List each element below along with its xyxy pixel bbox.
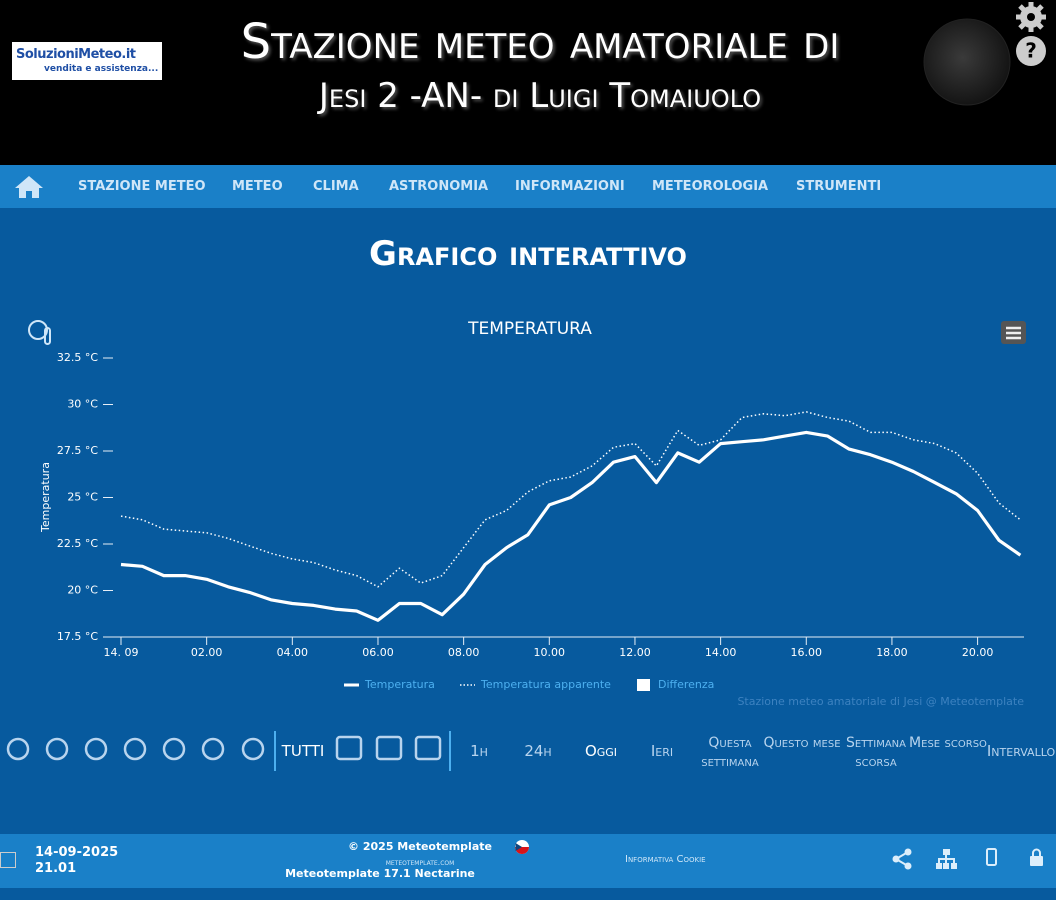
nav-item[interactable]: STRUMENTI <box>796 179 882 194</box>
footer-icons <box>892 848 1043 870</box>
range-button[interactable]: Ieri <box>650 742 674 760</box>
legend-item[interactable]: Temperatura <box>344 678 435 691</box>
mobile-icon[interactable] <box>986 848 997 866</box>
legend-label: Differenza <box>658 678 714 691</box>
footer-strip <box>0 888 1056 900</box>
period-icon[interactable] <box>414 735 442 761</box>
x-tick-label: 18.00 <box>876 646 908 659</box>
period-icon[interactable] <box>335 735 363 761</box>
x-tick-label: 16.00 <box>791 646 823 659</box>
series-line <box>120 411 1021 588</box>
help-icon[interactable]: ? <box>1016 36 1046 66</box>
logo-subtitle: vendita e assistenza... <box>44 64 159 74</box>
x-tick-label: 06.00 <box>362 646 394 659</box>
nav-bar: STAZIONE METEO METEO CLIMA ASTRONOMIA INFORM… <box>0 165 1056 208</box>
x-tick-label: 20.00 <box>962 646 994 659</box>
x-tick-label: 08.00 <box>448 646 480 659</box>
sitemap-icon[interactable] <box>936 849 957 869</box>
svg-text:?: ? <box>1025 39 1037 63</box>
variable-icon[interactable] <box>201 737 225 761</box>
range-button[interactable]: Questa settimana <box>701 735 759 770</box>
footer: 14-09-2025 21.01 © 2025 Meteotemplate me… <box>0 834 1056 888</box>
y-axis-title: Temperatura <box>39 462 52 533</box>
y-tick-label: 25 °C <box>67 491 98 504</box>
flag-icon <box>515 840 529 854</box>
variable-icon[interactable] <box>84 737 108 761</box>
x-tick-label: 14.00 <box>705 646 737 659</box>
legend-label: Temperatura apparente <box>480 678 611 691</box>
footer-date: 14-09-2025 <box>35 845 119 860</box>
legend-swatch <box>637 679 650 691</box>
page-title: Grafico interattivo <box>369 234 687 274</box>
x-tick-label: 14. 09 <box>104 646 139 659</box>
toolbar: TUTTI 1h 24h Oggi Ieri Questa settimana Questo… <box>0 725 1056 785</box>
variable-icon[interactable] <box>241 737 265 761</box>
nav-item[interactable]: ASTRONOMIA <box>389 179 489 194</box>
variable-icon[interactable] <box>123 737 147 761</box>
nav-item[interactable]: CLIMA <box>313 179 359 194</box>
x-tick-label: 10.00 <box>534 646 566 659</box>
x-tick-label: 12.00 <box>619 646 651 659</box>
chart-menu[interactable] <box>1001 321 1026 344</box>
toolbar-icons <box>6 731 451 771</box>
footer-time: 21.01 <box>35 861 77 876</box>
y-tick-label: 32.5 °C <box>57 351 98 364</box>
nav-item[interactable]: METEO <box>232 179 283 194</box>
x-tick-label: 02.00 <box>191 646 223 659</box>
footer-version: Meteotemplate 17.1 Nectarine <box>285 867 475 880</box>
legend-item[interactable]: Differenza <box>637 678 714 691</box>
range-button[interactable]: Oggi <box>584 742 618 760</box>
legend-item[interactable]: Temperatura apparente <box>460 678 611 691</box>
y-tick-label: 22.5 °C <box>57 537 98 550</box>
range-button[interactable]: Intervallo <box>986 742 1056 760</box>
chart: TEMPERATURA Temperatura Stazione meteo a… <box>28 319 1026 708</box>
header-icons: ? <box>923 2 1046 106</box>
variable-icon[interactable] <box>45 737 69 761</box>
legend-label: Temperatura <box>364 678 435 691</box>
chart-credit: Stazione meteo amatoriale di Jesi @ Mete… <box>737 695 1024 708</box>
series-line <box>120 430 1022 622</box>
chart-icon[interactable] <box>28 320 51 345</box>
nav-item[interactable]: METEOROLOGIA <box>652 179 769 194</box>
range-button[interactable]: Questo mese <box>763 735 841 751</box>
header: SoluzioniMeteo.it vendita e assistenza..… <box>0 0 1056 165</box>
y-tick-label: 17.5 °C <box>57 630 98 643</box>
logo[interactable]: SoluzioniMeteo.it vendita e assistenza..… <box>12 42 162 80</box>
y-tick-label: 27.5 °C <box>57 444 98 457</box>
lock-icon[interactable] <box>1030 848 1043 867</box>
site-subtitle: Jesi 2 -AN- di Luigi Tomaiuolo <box>318 76 762 116</box>
range-button[interactable]: Mese scorso <box>909 735 987 751</box>
moon-phase <box>923 18 1011 106</box>
home-icon[interactable] <box>14 174 44 200</box>
variable-icon[interactable] <box>162 737 186 761</box>
variable-icon[interactable] <box>6 737 30 761</box>
share-icon[interactable] <box>892 848 912 870</box>
footer-site[interactable]: meteotemplate.com <box>385 858 455 867</box>
range-button[interactable]: 24h <box>524 742 552 760</box>
site-title: Stazione meteo amatoriale di <box>240 14 840 70</box>
period-icon[interactable] <box>375 735 403 761</box>
logo-title: SoluzioniMeteo.it <box>16 47 136 62</box>
flag-image <box>0 852 16 868</box>
chart-title: TEMPERATURA <box>467 319 592 339</box>
range-button[interactable]: 1h <box>470 742 488 760</box>
y-tick-label: 30 °C <box>67 398 98 411</box>
settings-icon[interactable] <box>1016 2 1046 32</box>
nav-item[interactable]: STAZIONE METEO <box>78 179 206 194</box>
x-tick-label: 04.00 <box>277 646 309 659</box>
nav-item[interactable]: INFORMAZIONI <box>515 179 625 194</box>
toolbar-all[interactable]: TUTTI <box>281 742 325 760</box>
range-button[interactable]: Settimana scorsa <box>846 735 906 770</box>
cookie-link[interactable]: Informativa Cookie <box>625 854 706 865</box>
y-tick-label: 20 °C <box>67 584 98 597</box>
footer-copyright[interactable]: © 2025 Meteotemplate <box>348 840 492 853</box>
